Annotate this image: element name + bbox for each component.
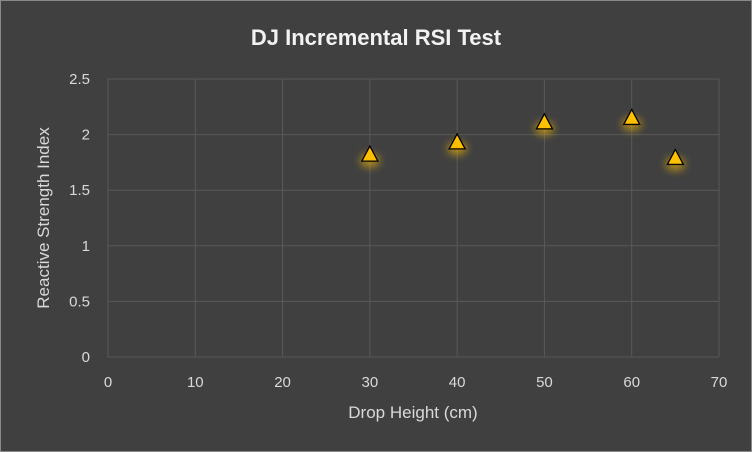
data-point (665, 148, 686, 171)
x-tick-label: 50 (536, 374, 553, 391)
x-tick-label: 60 (623, 374, 640, 391)
y-tick-label: 0 (82, 349, 90, 366)
y-tick-label: 1 (82, 238, 90, 255)
data-point (447, 132, 468, 156)
x-tick-label: 70 (711, 374, 728, 391)
triangle-marker (448, 132, 467, 150)
x-tick-label: 0 (104, 374, 112, 391)
triangle-marker (535, 112, 554, 130)
y-axis-ticks: 0 0.5 1 1.5 2 2.5 (69, 71, 90, 366)
y-tick-label: 1.5 (69, 182, 90, 199)
x-tick-label: 40 (449, 374, 466, 391)
y-tick-label: 2.5 (69, 71, 90, 88)
x-tick-label: 30 (362, 374, 379, 391)
x-tick-label: 20 (274, 374, 291, 391)
data-point (359, 144, 380, 168)
chart-title: DJ Incremental RSI Test (251, 25, 502, 50)
x-axis-ticks: 0 10 20 30 40 50 60 70 (104, 374, 728, 391)
triangle-marker (622, 108, 641, 126)
triangle-marker (360, 144, 379, 162)
y-tick-label: 2 (82, 127, 90, 144)
x-axis-label: Drop Height (cm) (348, 403, 477, 422)
y-tick-label: 0.5 (69, 293, 90, 310)
data-points (359, 108, 686, 171)
data-point (621, 108, 642, 131)
y-axis-label: Reactive Strength Index (34, 127, 53, 309)
x-tick-label: 10 (187, 374, 204, 391)
triangle-marker (666, 148, 685, 166)
data-point (534, 112, 555, 136)
